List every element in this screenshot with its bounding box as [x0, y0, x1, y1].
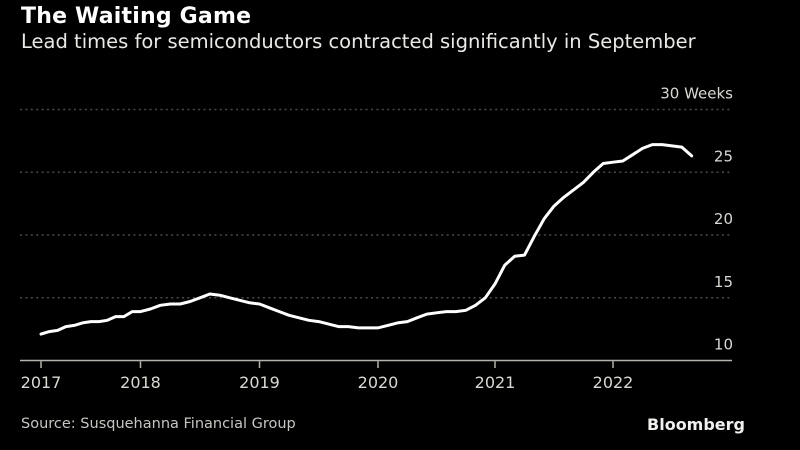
y-axis-label-10: 10	[714, 336, 733, 354]
x-axis-label-2021: 2021	[475, 373, 516, 392]
y-axis-label-20: 20	[714, 210, 733, 228]
source-caption: Source: Susquehanna Financial Group	[21, 416, 296, 432]
x-axis-label-2020: 2020	[358, 373, 399, 392]
y-axis-label-15: 15	[714, 273, 733, 291]
x-axis-label-2018: 2018	[120, 373, 161, 392]
y-axis-label-30: 30 Weeks	[660, 85, 733, 103]
chart-subtitle: Lead times for semiconductors contracted…	[21, 30, 696, 53]
x-axis-label-2019: 2019	[239, 373, 280, 392]
lead-time-series-line	[39, 143, 694, 336]
y-axis-label-25: 25	[714, 147, 733, 165]
bloomberg-logo: Bloomberg	[647, 415, 745, 434]
x-axis-label-2022: 2022	[593, 373, 634, 392]
x-axis-label-2017: 2017	[21, 373, 62, 392]
chart-title: The Waiting Game	[21, 4, 252, 29]
